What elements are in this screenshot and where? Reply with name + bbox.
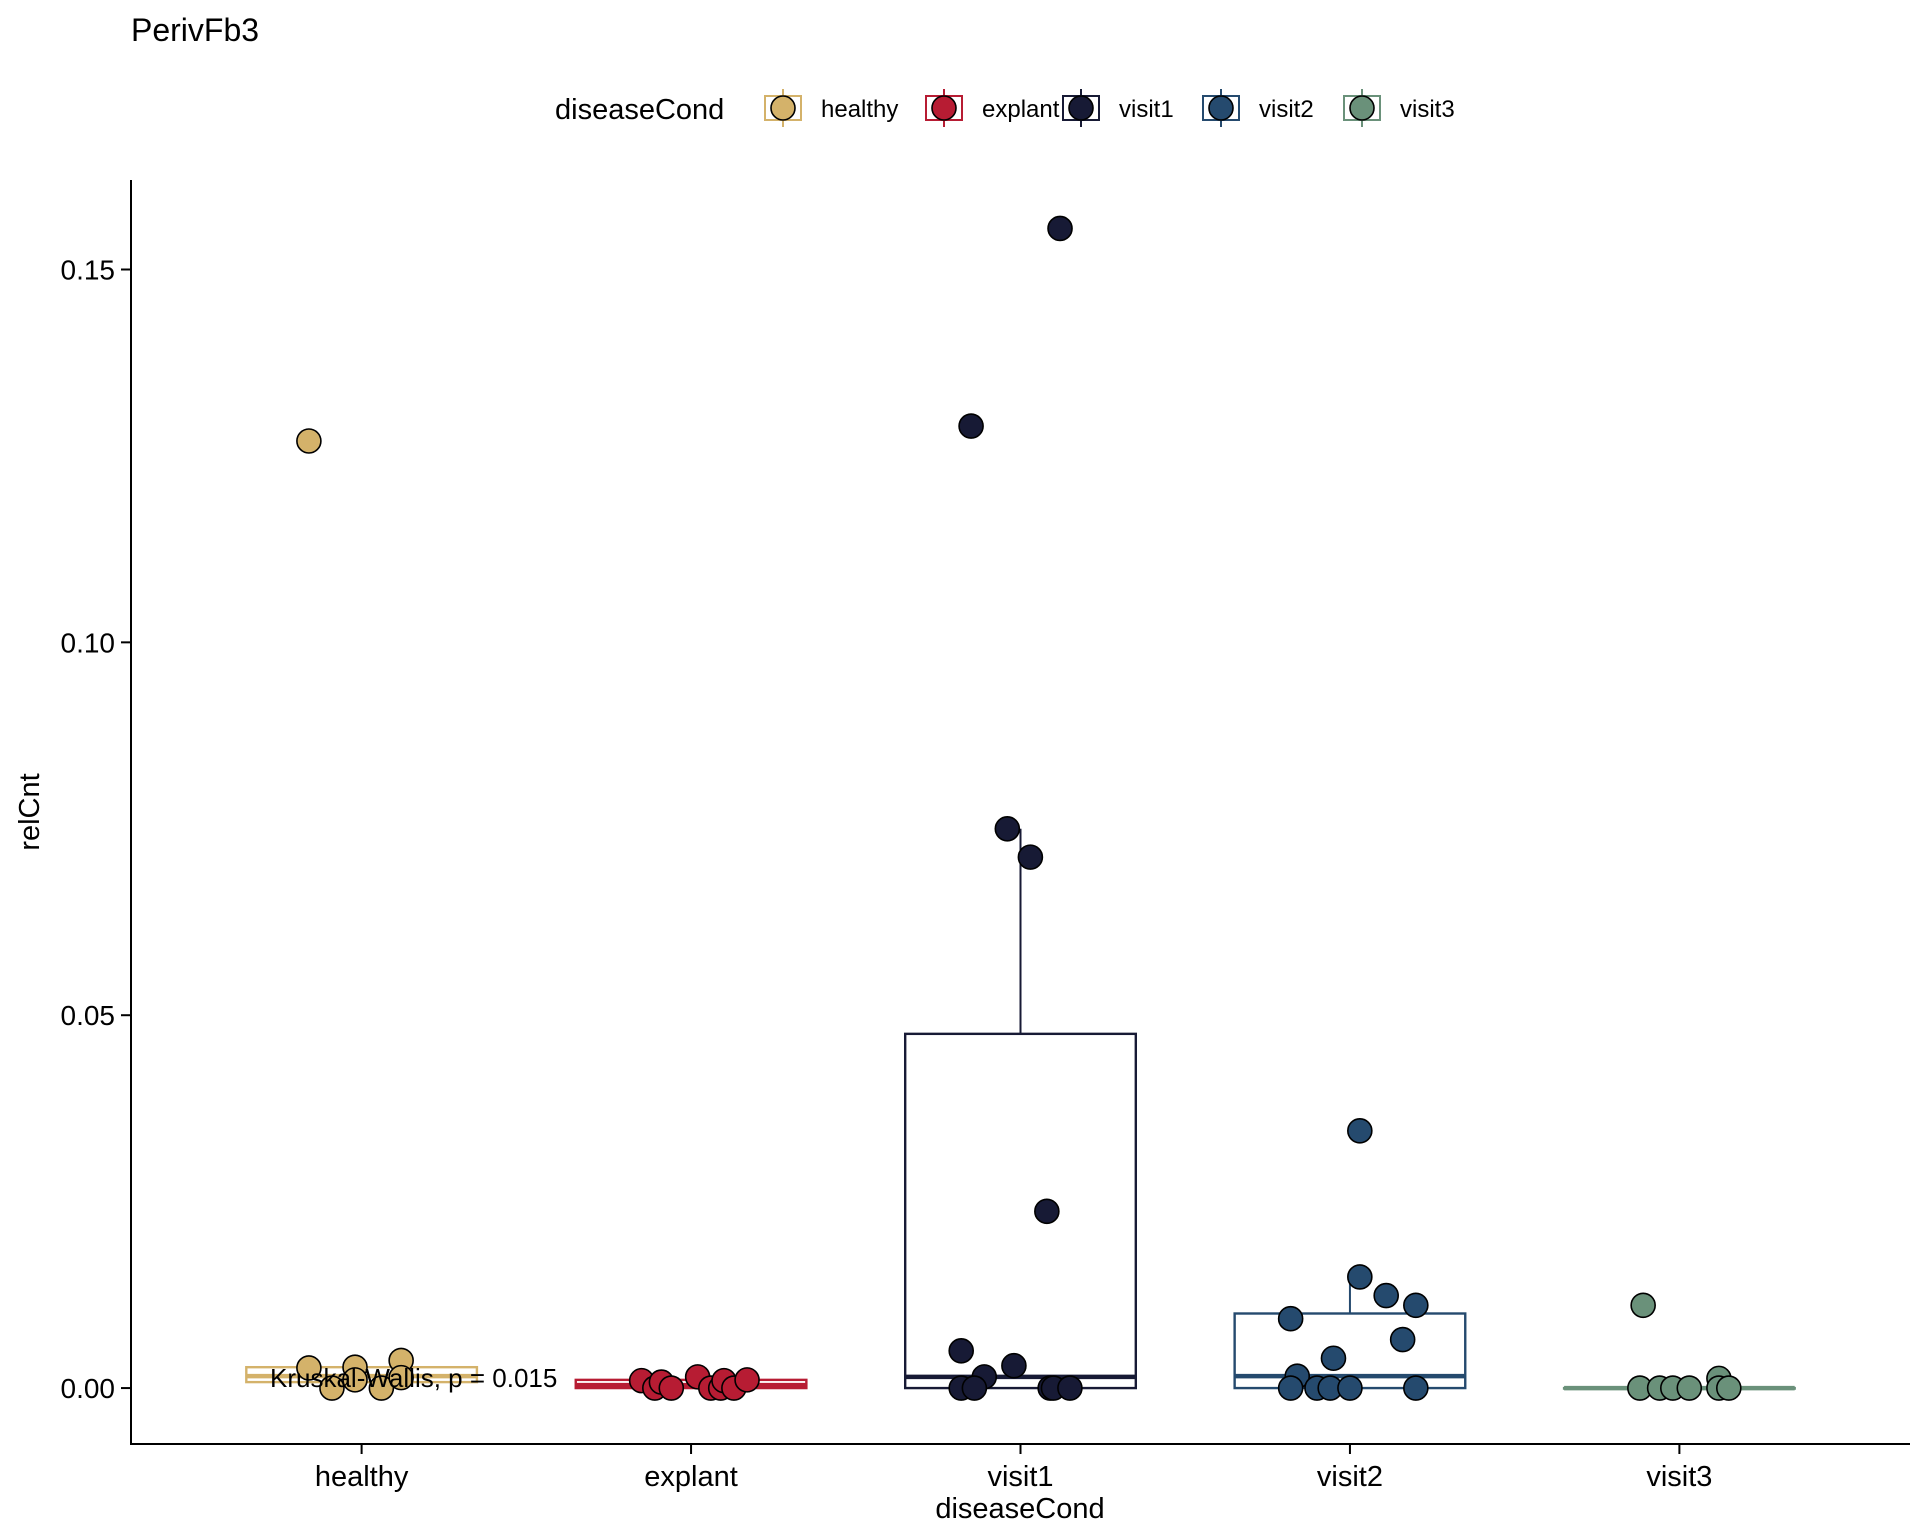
x-tick-label: explant — [644, 1461, 738, 1493]
data-point-visit2 — [1389, 1326, 1416, 1353]
data-point-explant — [658, 1375, 685, 1401]
data-point-visit1 — [948, 1337, 975, 1364]
points-layer — [296, 215, 1742, 1401]
legend-label: visit1 — [1119, 96, 1174, 123]
y-tick-label: 0.00 — [61, 1373, 116, 1404]
kruskal-wallis-annotation: Kruskal-Wallis, p = 0.015 — [270, 1363, 557, 1393]
y-tick-label: 0.15 — [61, 254, 116, 285]
data-point-visit2 — [1373, 1282, 1399, 1309]
legend-item-visit2: visit2 — [1202, 89, 1314, 127]
data-point-visit2 — [1347, 1264, 1373, 1290]
data-point-healthy — [388, 1364, 414, 1391]
boxes-layer — [245, 828, 1796, 1391]
legend-item-explant: explant — [925, 89, 1060, 127]
legend-label: explant — [982, 96, 1060, 123]
legend: diseaseCond healthy explant visit1 visit2 vi… — [555, 89, 1455, 127]
legend-key-point — [1208, 95, 1234, 121]
data-point-visit3 — [1630, 1292, 1656, 1319]
legend-label: visit3 — [1400, 96, 1455, 123]
data-point-healthy — [319, 1375, 345, 1401]
legend-key-point — [931, 95, 957, 121]
x-tick-label: visit3 — [1646, 1461, 1712, 1493]
data-point-visit2 — [1347, 1117, 1373, 1144]
data-point-visit2 — [1277, 1375, 1304, 1401]
data-point-healthy — [296, 428, 322, 454]
legend-item-healthy: healthy — [764, 89, 898, 127]
data-point-visit2 — [1277, 1305, 1304, 1332]
data-point-visit1 — [958, 413, 984, 439]
legend-label: visit2 — [1259, 96, 1314, 123]
data-point-visit3 — [1676, 1375, 1703, 1401]
legend-key-point — [770, 95, 796, 121]
box-iqr — [903, 1032, 1138, 1390]
x-tick-label: visit1 — [987, 1461, 1053, 1493]
box-visit1 — [903, 828, 1138, 1390]
legend-item-visit3: visit3 — [1343, 89, 1455, 127]
data-point-healthy — [368, 1375, 395, 1401]
y-axis-ticks: 0.00 0.05 0.10 0.15 — [61, 254, 131, 1404]
x-tick-label: healthy — [315, 1461, 409, 1493]
legend-item-visit1: visit1 — [1062, 89, 1174, 127]
data-point-explant — [734, 1367, 760, 1393]
x-axis-ticks: healthy explant visit1 visit2 visit3 — [315, 1444, 1712, 1493]
data-point-visit2 — [1337, 1375, 1363, 1401]
legend-title: diseaseCond — [555, 94, 724, 126]
legend-key-point — [1349, 95, 1375, 121]
data-point-visit1 — [1001, 1352, 1027, 1379]
data-point-visit1 — [1034, 1198, 1060, 1225]
y-tick-label: 0.05 — [61, 1000, 116, 1031]
data-point-visit1 — [961, 1375, 988, 1401]
legend-key-point — [1068, 95, 1094, 121]
chart-title: PerivFb3 — [131, 12, 259, 48]
data-point-visit2 — [1403, 1292, 1429, 1319]
y-tick-label: 0.10 — [61, 627, 116, 658]
data-point-visit3 — [1716, 1375, 1742, 1401]
data-point-healthy — [296, 1355, 322, 1381]
data-point-visit2 — [1320, 1345, 1347, 1372]
x-tick-label: visit2 — [1317, 1461, 1383, 1493]
data-point-visit1 — [1017, 844, 1044, 870]
x-axis-label: diseaseCond — [935, 1493, 1104, 1525]
data-point-visit1 — [1047, 215, 1073, 242]
box-visit2 — [1233, 1277, 1467, 1390]
data-point-healthy — [342, 1367, 368, 1393]
data-point-visit1 — [1057, 1375, 1083, 1401]
data-point-visit2 — [1403, 1375, 1429, 1401]
y-axis-label: relCnt — [14, 773, 46, 850]
data-point-visit1 — [994, 815, 1021, 842]
legend-label: healthy — [821, 96, 898, 123]
